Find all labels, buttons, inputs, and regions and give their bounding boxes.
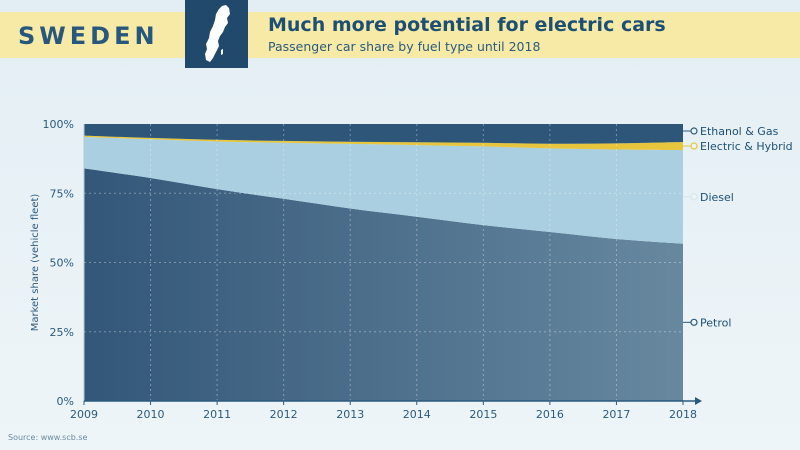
x-tick-label: 2010 <box>137 408 165 421</box>
y-axis-label: Market share (vehicle fleet) <box>30 194 41 332</box>
area-petrol <box>84 168 683 401</box>
area-diesel <box>84 137 683 244</box>
x-tick-label: 2015 <box>469 408 497 421</box>
legend-petrol: Petrol <box>700 316 731 329</box>
legend-marker <box>690 127 698 135</box>
sweden-map-icon <box>185 0 248 68</box>
chart-title: Much more potential for electric cars <box>268 14 666 36</box>
area-ethanol-gas <box>84 124 683 144</box>
country-label: SWEDEN <box>18 22 159 50</box>
x-tick-label: 2018 <box>669 408 697 421</box>
legend-marker <box>690 193 698 201</box>
x-tick-label: 2017 <box>602 408 630 421</box>
x-tick-label: 2009 <box>70 408 98 421</box>
legend-marker <box>690 142 698 150</box>
y-tick-label: 50% <box>50 257 74 270</box>
x-tick-label: 2012 <box>270 408 298 421</box>
legend-diesel: Diesel <box>700 191 734 204</box>
legend-marker <box>690 318 698 326</box>
x-axis-arrow <box>695 397 702 405</box>
x-tick-label: 2013 <box>336 408 364 421</box>
chart-subtitle: Passenger car share by fuel type until 2… <box>268 39 541 54</box>
legend-electric-hybrid: Electric & Hybrid <box>700 140 793 153</box>
y-tick-label: 25% <box>50 326 74 339</box>
y-tick-label: 75% <box>50 187 74 200</box>
x-tick-label: 2011 <box>203 408 231 421</box>
x-tick-label: 2016 <box>536 408 564 421</box>
header-band <box>0 12 800 58</box>
y-tick-label: 100% <box>43 118 74 131</box>
source-note: Source: www.scb.se <box>8 433 88 442</box>
area-electric-hybrid <box>84 135 683 151</box>
y-tick-label: 0% <box>57 395 74 408</box>
x-tick-label: 2014 <box>403 408 431 421</box>
legend-ethanol-gas: Ethanol & Gas <box>700 125 779 138</box>
